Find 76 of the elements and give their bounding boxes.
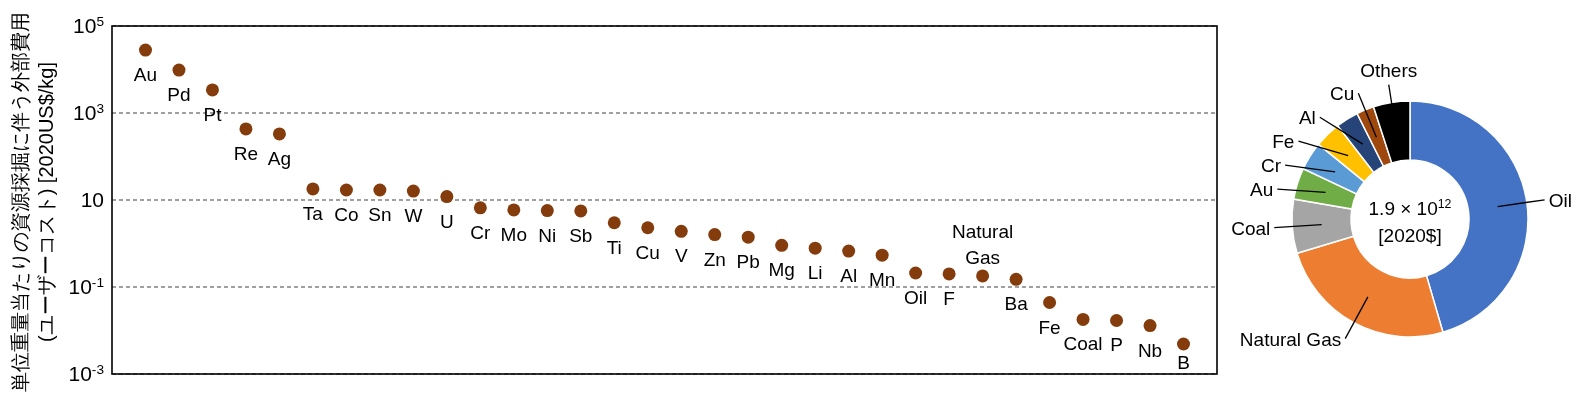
point — [1076, 312, 1090, 326]
point — [1009, 272, 1023, 286]
x-tick-label: B — [1177, 352, 1190, 373]
y-tick-label: 10$^{-1}$ — [68, 274, 104, 298]
point — [373, 183, 387, 197]
point — [942, 267, 956, 281]
x-tick-label: Co — [334, 203, 359, 225]
point — [1110, 313, 1124, 327]
point — [708, 228, 722, 242]
x-tick-label: Ni — [538, 224, 557, 246]
point — [272, 127, 286, 141]
point — [339, 183, 353, 197]
point — [540, 204, 554, 218]
point — [440, 190, 454, 204]
x-tick-label: Sb — [569, 224, 593, 246]
x-tick-label: Ti — [606, 236, 622, 258]
slice-label: Fe — [1272, 131, 1295, 153]
point — [507, 203, 521, 217]
x-tick-label: Re — [233, 142, 259, 164]
x-tick-label: F — [943, 287, 955, 309]
point — [1143, 319, 1157, 333]
point — [172, 63, 186, 77]
x-tick-label: Ag — [267, 147, 292, 169]
slice-label: Au — [1250, 179, 1274, 201]
point — [976, 269, 990, 283]
y-tick-label: 10$^{5}$ — [73, 13, 105, 37]
point — [641, 221, 655, 235]
slice-label: Al — [1298, 107, 1316, 129]
slice-label: Oil — [1548, 189, 1572, 211]
x-tick-label: Al — [840, 265, 858, 287]
x-tick-label: Ta — [302, 202, 324, 224]
x-tick-label: Natural Gas — [951, 221, 1014, 268]
slice-label: Others — [1360, 59, 1418, 81]
x-tick-label: Nb — [1137, 339, 1163, 361]
x-tick-label: Pd — [167, 84, 191, 106]
slice-label: Cu — [1330, 83, 1355, 105]
x-tick-label: U — [439, 210, 454, 232]
x-tick-label: Oil — [904, 286, 928, 308]
point — [1177, 337, 1191, 351]
x-tick-label: Mo — [500, 223, 528, 245]
x-tick-label: Pb — [736, 251, 760, 273]
x-tick-label: Cr — [470, 221, 492, 243]
y-tick-label: 10$^{3}$ — [73, 100, 104, 124]
y-axis-title: 単位重量当たりの資源採掘に伴う外部費用 (ユーザーコスト) [2020US$/kg] — [9, 12, 57, 392]
x-tick-label: W — [404, 205, 423, 227]
x-tick-label: Zn — [703, 248, 726, 270]
x-tick-label: Li — [807, 262, 823, 284]
point — [473, 201, 487, 215]
point — [875, 248, 889, 262]
point — [306, 182, 320, 196]
x-tick-label: P — [1110, 334, 1123, 356]
x-tick-label: Ba — [1004, 293, 1029, 315]
point — [406, 184, 420, 198]
point — [741, 230, 755, 244]
y-tick-label: 10$^{-3}$ — [68, 361, 104, 385]
x-tick-label: Mg — [768, 259, 795, 281]
point — [607, 216, 621, 230]
point — [842, 244, 856, 258]
point — [909, 266, 923, 280]
x-tick-label: Sn — [368, 203, 392, 225]
point — [674, 224, 688, 238]
x-tick-label: Cu — [635, 241, 660, 263]
y-tick-label: 10 — [80, 188, 104, 211]
point — [808, 241, 822, 255]
point — [138, 43, 152, 57]
point — [1043, 296, 1057, 309]
x-tick-label: Coal — [1063, 333, 1103, 355]
point — [239, 122, 253, 136]
x-tick-label: Mn — [868, 269, 896, 291]
point — [574, 204, 588, 218]
text: [2020$] — [1378, 225, 1442, 246]
point — [775, 238, 789, 252]
text: 1.9 × 10$^{12}$ — [1368, 197, 1452, 219]
x-tick-label: Pt — [203, 103, 223, 125]
point — [205, 83, 219, 97]
x-tick-label: V — [674, 245, 688, 267]
